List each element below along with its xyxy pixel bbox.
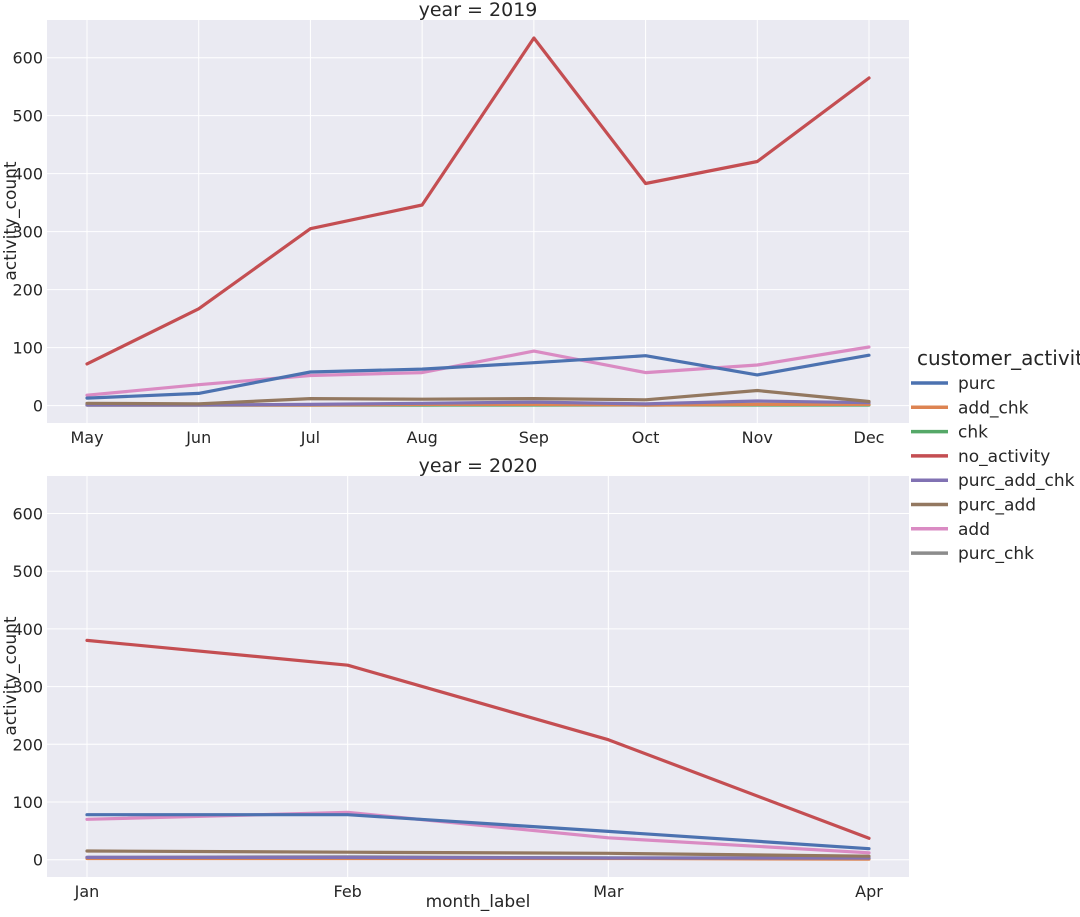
panel-2019-y-ticks: 0 100 200 300 400 500 600 — [12, 49, 43, 416]
year-2020-series-no-activity — [85, 638, 871, 840]
year-2020-y-tick-200: 200 — [12, 735, 43, 754]
panel-2019-background — [47, 20, 909, 423]
year-2020-y-tick-600: 600 — [12, 505, 43, 524]
year-2020-y-tick-300: 300 — [12, 678, 43, 697]
year-2020-series-purc-add-chk — [85, 855, 871, 860]
legend-item-add-chk: add_chk — [911, 398, 1029, 418]
year-2019-y-tick-600: 600 — [12, 49, 43, 68]
legend-item-purc: purc — [911, 374, 996, 394]
legend-label-purc-chk: purc_chk — [958, 544, 1034, 564]
year-2020-x-tick-jan: Jan — [74, 882, 100, 901]
year-2019-y-tick-0: 0 — [33, 397, 43, 416]
x-axis-label: month_label — [426, 892, 531, 912]
legend-label-add-chk: add_chk — [958, 398, 1029, 418]
panel-2020-title: year = 2020 — [419, 455, 538, 477]
year-2020-y-tick-0: 0 — [33, 851, 43, 870]
year-2019-x-tick-jun: Jun — [185, 428, 211, 447]
year-2019-x-tick-jul: Jul — [300, 428, 320, 447]
legend-item-no-activity: no_activity — [911, 447, 1050, 467]
panel-2019-x-ticks: May Jun Jul Aug Sep Oct Nov Dec — [70, 428, 884, 447]
year-2019-y-tick-200: 200 — [12, 281, 43, 300]
year-2019-x-tick-nov: Nov — [742, 428, 773, 447]
year-2020-x-tick-apr: Apr — [855, 882, 883, 901]
panel-2020-y-axis-label: activity_count — [1, 616, 21, 735]
legend-label-purc-add: purc_add — [958, 496, 1036, 516]
year-2019-y-tick-400: 400 — [12, 165, 43, 184]
panel-2020-x-ticks: Jan Feb Mar Apr — [74, 882, 884, 901]
year-2019-x-tick-dec: Dec — [854, 428, 885, 447]
year-2019-y-tick-300: 300 — [12, 223, 43, 242]
legend-label-purc: purc — [958, 374, 996, 394]
year-2019-series-add — [85, 345, 871, 397]
year-2020-y-tick-100: 100 — [12, 793, 43, 812]
legend-item-add: add — [911, 520, 990, 540]
panel-2020: 0 100 200 300 400 500 600 Jan Feb Mar Apr year = … — [1, 455, 909, 912]
year-2019-series-purc — [85, 353, 871, 400]
legend-label-purc-add-chk: purc_add_chk — [958, 471, 1075, 491]
year-2019-x-tick-may: May — [70, 428, 103, 447]
year-2020-y-tick-400: 400 — [12, 620, 43, 639]
year-2019-x-tick-oct: Oct — [632, 428, 660, 447]
year-2020-x-tick-mar: Mar — [593, 882, 624, 901]
panel-2019-series — [85, 36, 871, 407]
legend-label-no-activity: no_activity — [958, 447, 1050, 467]
legend-label-chk: chk — [958, 423, 988, 443]
year-2019-series-purc-add — [85, 388, 871, 406]
legend-item-chk: chk — [911, 423, 988, 443]
panel-2019-grid — [47, 20, 909, 423]
legend-label-add: add — [958, 520, 990, 540]
year-2020-y-tick-500: 500 — [12, 562, 43, 581]
legend-item-purc-chk: purc_chk — [911, 544, 1034, 564]
year-2020-series-purc-add — [85, 849, 871, 858]
year-2019-x-tick-sep: Sep — [519, 428, 549, 447]
year-2019-x-tick-aug: Aug — [407, 428, 438, 447]
legend-title: customer_activity — [917, 346, 1080, 370]
panel-2019-title: year = 2019 — [419, 0, 538, 21]
year-2020-x-tick-feb: Feb — [334, 882, 362, 901]
year-2019-y-tick-500: 500 — [12, 107, 43, 126]
legend-item-purc-add-chk: purc_add_chk — [911, 471, 1075, 491]
year-2019-series-purc-add-chk — [85, 399, 871, 407]
panel-2020-series — [85, 638, 871, 861]
year-2019-series-no-activity — [85, 36, 871, 366]
panel-2020-background — [47, 476, 909, 877]
panel-2020-y-ticks: 0 100 200 300 400 500 600 — [12, 505, 43, 870]
year-2019-y-tick-100: 100 — [12, 339, 43, 358]
panel-2019-y-axis-label: activity_count — [1, 161, 21, 280]
panel-2019: 0 100 200 300 400 500 600 May Jun Jul Aug Sep Oct No… — [1, 0, 909, 447]
legend-item-purc-add: purc_add — [911, 496, 1036, 516]
year-2020-series-purc — [85, 813, 871, 851]
